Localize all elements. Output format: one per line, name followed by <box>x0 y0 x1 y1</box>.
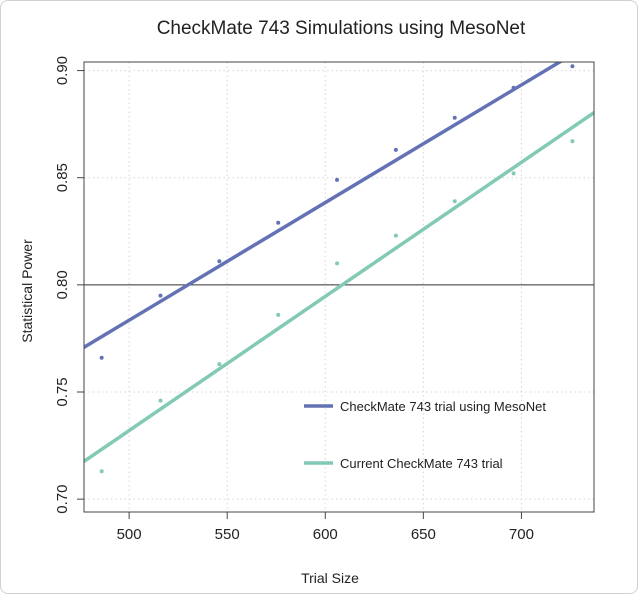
data-point-series-1-4 <box>335 261 340 266</box>
y-tick-label-2: 0.80 <box>54 270 71 299</box>
data-point-series-0-3 <box>276 220 281 225</box>
plot-border <box>83 61 595 513</box>
data-point-series-0-8 <box>570 64 575 69</box>
axis-ticks: 500 550 600 650 700 0.70 0.75 0.80 0.85 0.90 <box>54 56 534 543</box>
data-point-series-1-6 <box>452 199 457 204</box>
data-point-series-0-1 <box>158 293 163 298</box>
y-tick-label-1: 0.75 <box>54 377 71 406</box>
data-point-series-0-7 <box>511 85 516 90</box>
data-point-series-0-6 <box>452 115 457 120</box>
chart-title: CheckMate 743 Simulations using MesoNet <box>157 18 526 39</box>
legend-label-1: Current CheckMate 743 trial <box>340 456 503 471</box>
data-point-series-1-2 <box>217 362 222 367</box>
data-point-series-1-0 <box>99 469 104 474</box>
fit-lines <box>84 62 594 464</box>
x-tick-label-4: 700 <box>509 526 534 543</box>
data-points <box>99 64 575 474</box>
data-point-series-1-7 <box>511 171 516 176</box>
data-point-series-0-0 <box>99 355 104 360</box>
legend-label-0: CheckMate 743 trial using MesoNet <box>340 399 546 414</box>
legend: CheckMate 743 trial using MesoNet Current… <box>304 399 546 471</box>
data-point-series-1-5 <box>393 233 398 238</box>
data-point-series-0-4 <box>335 177 340 182</box>
y-tick-label-0: 0.70 <box>54 485 71 514</box>
x-tick-label-1: 550 <box>215 526 240 543</box>
fit-line-series-1 <box>84 110 594 464</box>
y-tick-label-3: 0.85 <box>54 163 71 192</box>
data-point-series-1-8 <box>570 139 575 144</box>
y-tick-label-4: 0.90 <box>54 56 71 85</box>
data-point-series-1-1 <box>158 398 163 403</box>
grid-layer <box>84 62 594 512</box>
y-axis-label: Statistical Power <box>19 239 35 343</box>
x-tick-label-0: 500 <box>117 526 142 543</box>
data-point-series-0-2 <box>217 259 222 264</box>
x-tick-label-2: 600 <box>313 526 338 543</box>
x-tick-label-3: 650 <box>411 526 436 543</box>
data-point-series-1-3 <box>276 312 281 317</box>
data-point-series-0-5 <box>393 147 398 152</box>
x-axis-label: Trial Size <box>301 570 359 586</box>
fit-line-series-0 <box>84 62 564 350</box>
